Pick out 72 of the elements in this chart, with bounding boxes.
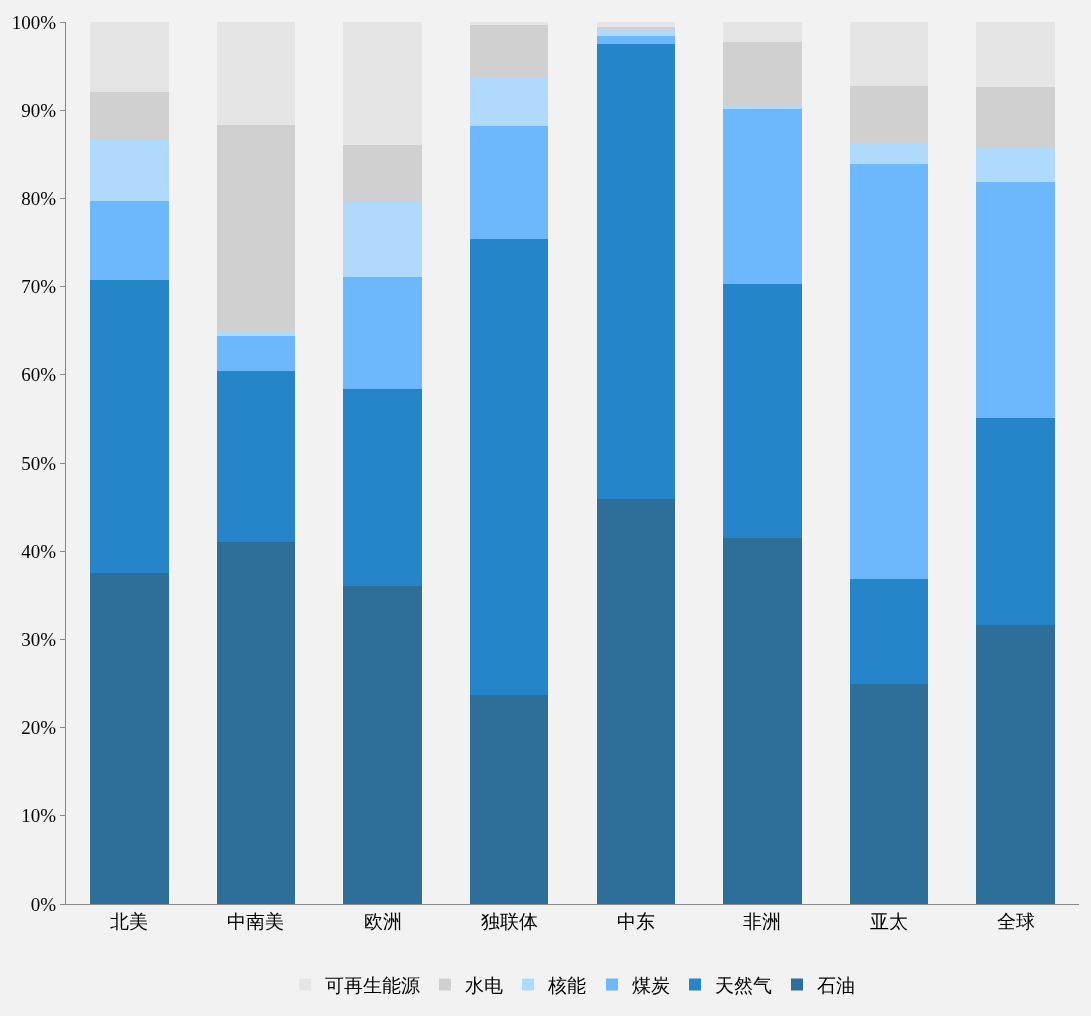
bar bbox=[469, 22, 549, 25]
bar bbox=[723, 109, 802, 284]
x-tick-label: 全球 bbox=[996, 910, 1035, 932]
bar bbox=[849, 164, 929, 579]
x-tick-label: 中南美 bbox=[227, 910, 285, 932]
bar bbox=[90, 279, 169, 574]
bar bbox=[976, 181, 1055, 419]
bar bbox=[343, 144, 422, 202]
bar bbox=[469, 78, 549, 127]
bar bbox=[723, 42, 802, 106]
y-tick-label: 20% bbox=[21, 717, 57, 739]
bar bbox=[596, 499, 676, 904]
bar bbox=[723, 537, 802, 904]
y-tick-label: 60% bbox=[21, 364, 57, 386]
x-tick-label: 中东 bbox=[616, 910, 655, 932]
bar bbox=[469, 694, 549, 904]
bar bbox=[90, 201, 169, 280]
y-tick-label: 90% bbox=[21, 99, 57, 121]
y-tick-label: 100% bbox=[11, 11, 57, 33]
y-tick-label: 30% bbox=[21, 629, 57, 651]
bar bbox=[849, 85, 929, 143]
y-tick-label: 50% bbox=[21, 452, 57, 474]
bar bbox=[596, 27, 676, 30]
bar bbox=[849, 22, 929, 86]
bar bbox=[469, 238, 549, 695]
bar bbox=[596, 29, 676, 37]
bar bbox=[849, 142, 929, 164]
x-tick-label: 欧洲 bbox=[363, 910, 402, 932]
y-tick-label: 70% bbox=[21, 276, 57, 298]
bar bbox=[216, 22, 296, 126]
legend-label: 可再生能源 bbox=[325, 975, 420, 996]
bar bbox=[343, 388, 422, 587]
bar bbox=[90, 573, 169, 904]
bar bbox=[723, 283, 802, 538]
y-tick-label: 80% bbox=[21, 188, 57, 210]
bar bbox=[596, 22, 676, 28]
bar bbox=[216, 371, 296, 542]
bar bbox=[343, 22, 422, 145]
legend-label: 核能 bbox=[547, 975, 586, 996]
bar bbox=[469, 126, 549, 239]
bar bbox=[90, 91, 169, 140]
y-tick-label: 0% bbox=[30, 893, 57, 915]
bar bbox=[976, 22, 1055, 88]
bar bbox=[343, 201, 422, 277]
bar bbox=[90, 139, 169, 202]
x-tick-label: 非洲 bbox=[743, 910, 782, 932]
bar bbox=[849, 578, 929, 684]
bar bbox=[976, 418, 1055, 626]
bar bbox=[216, 330, 296, 336]
legend-label: 水电 bbox=[465, 975, 503, 996]
bar bbox=[596, 44, 676, 500]
y-tick-label: 10% bbox=[21, 805, 57, 827]
legend-label: 煤炭 bbox=[632, 975, 670, 996]
bar bbox=[849, 683, 929, 904]
bar bbox=[976, 87, 1055, 148]
bar bbox=[723, 22, 802, 43]
x-tick-label: 亚太 bbox=[870, 910, 909, 932]
x-tick-label: 北美 bbox=[110, 910, 149, 932]
bar bbox=[343, 586, 422, 904]
legend-label: 石油 bbox=[817, 975, 855, 996]
bar bbox=[596, 36, 676, 45]
bar bbox=[976, 147, 1055, 182]
y-tick-label: 40% bbox=[21, 540, 57, 562]
bar bbox=[216, 541, 296, 904]
bar bbox=[90, 22, 169, 92]
bar bbox=[976, 625, 1055, 904]
bar bbox=[469, 24, 549, 79]
bar bbox=[216, 335, 296, 372]
bar bbox=[216, 125, 296, 331]
legend-label: 天然气 bbox=[715, 975, 772, 996]
bar bbox=[343, 276, 422, 389]
x-tick-label: 独联体 bbox=[480, 910, 538, 932]
